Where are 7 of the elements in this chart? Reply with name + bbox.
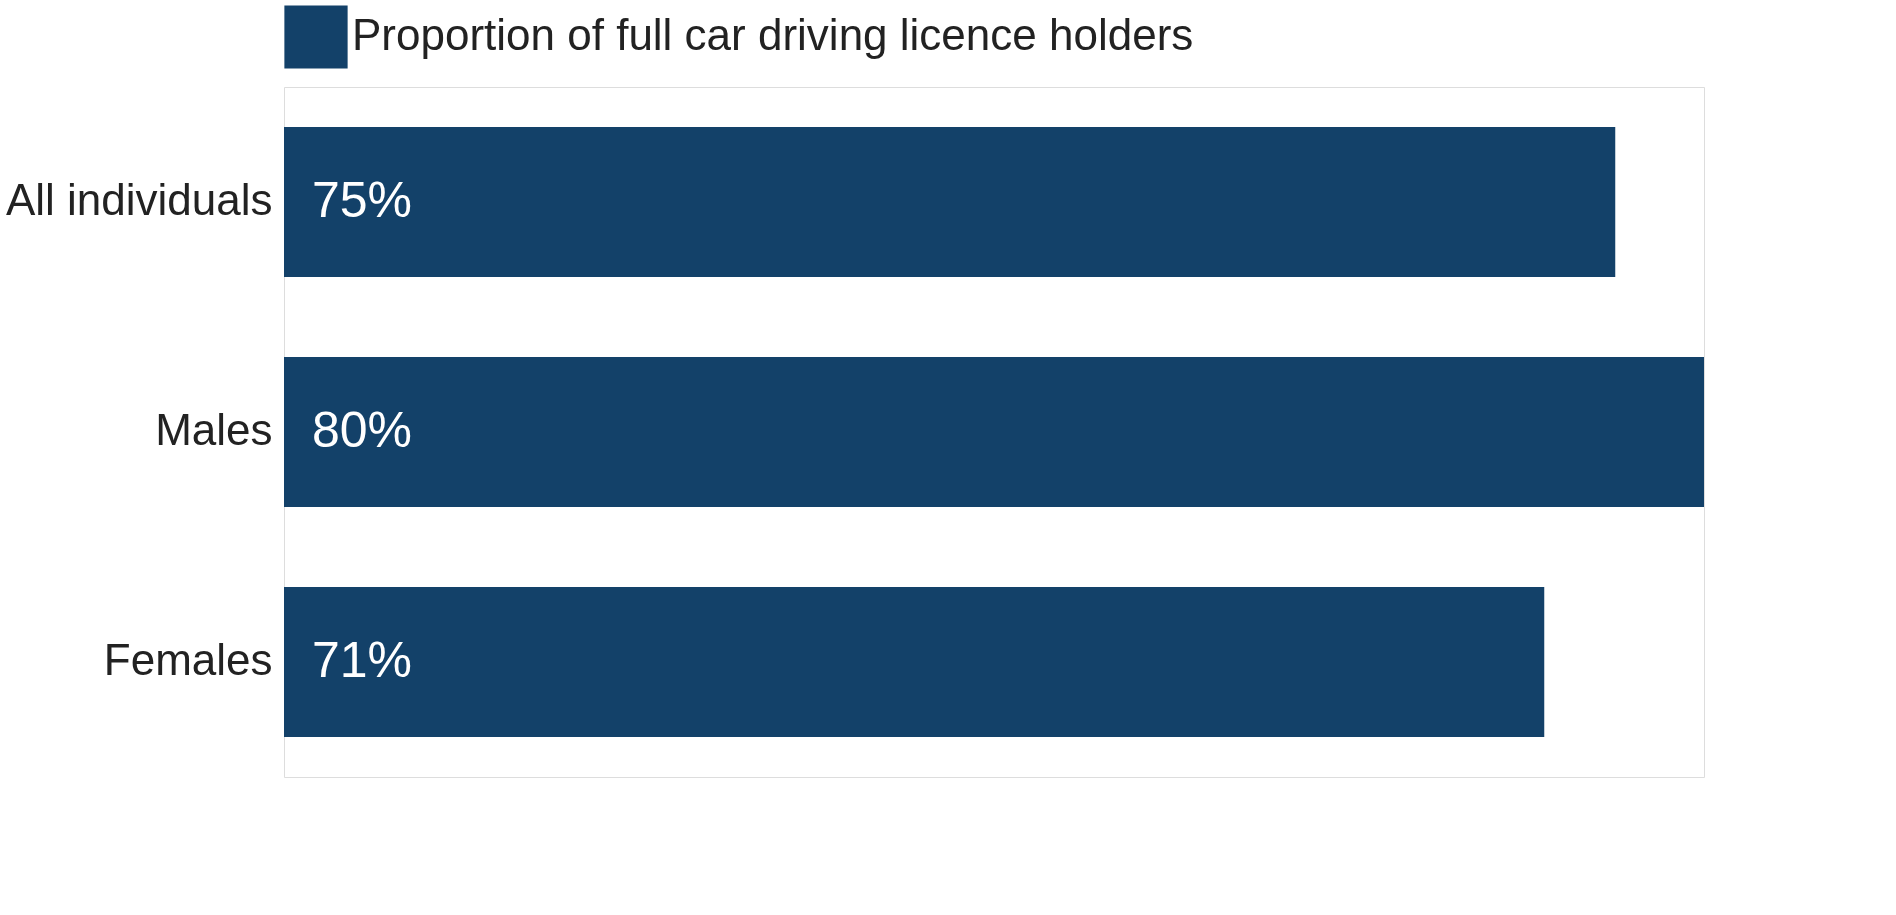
y-tick-label: Males bbox=[155, 405, 273, 454]
y-tick-label: All individuals bbox=[5, 175, 273, 224]
data-label: 75% bbox=[312, 172, 413, 228]
data-label: 71% bbox=[312, 632, 413, 688]
legend-label: Proportion of full car driving licence holders bbox=[352, 10, 1194, 59]
y-tick-label: Females bbox=[103, 635, 273, 684]
data-label: 80% bbox=[312, 402, 413, 458]
